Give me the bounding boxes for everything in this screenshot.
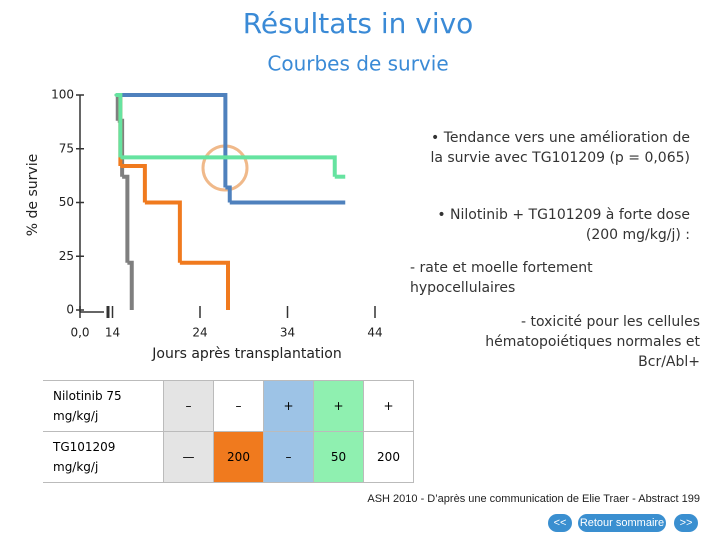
table-cell: + [313, 380, 364, 432]
x-tick-label: 0,0 [70, 326, 89, 340]
y-axis-label: % de survie [25, 154, 41, 236]
survival-step [122, 174, 130, 263]
source: ASH 2010 - D’après une communication de … [367, 493, 700, 505]
next-button[interactable]: >> [674, 514, 698, 532]
table-cell: – [263, 431, 314, 483]
table-cell: — [163, 431, 214, 483]
row-label: Nilotinib 75 mg/kg/j [43, 380, 164, 432]
table-cell: + [363, 380, 414, 432]
survival-step [144, 200, 182, 263]
home-button[interactable]: Retour sommaire [578, 514, 666, 532]
note: • Nilotinib + TG101209 à forte dose (200… [437, 207, 690, 243]
table-cell: 50 [313, 431, 364, 483]
subtitle: Courbes de survie [267, 52, 448, 76]
table-row: TG101209 mg/kg/j —200–50 200 [43, 431, 414, 483]
note: - rate et moelle fortement hypocellulair… [410, 260, 593, 296]
table-row: Nilotinib 75 mg/kg/j – – + + + [43, 380, 414, 432]
x-axis-label: Jours après transplantation [151, 346, 341, 362]
table-cell: – [213, 380, 264, 432]
row-label: TG101209 mg/kg/j [43, 431, 164, 483]
treatment-table: Nilotinib 75 mg/kg/j – – + + + TG101209 mg/kg/… [43, 380, 414, 483]
survival-step [120, 155, 337, 177]
y-tick-label: 50 [59, 195, 74, 209]
survival-step [120, 163, 147, 203]
table-cell: 200 [213, 431, 264, 483]
note: - toxicité pour les cellules hématopoiét… [485, 314, 700, 370]
y-tick-label: 25 [59, 249, 74, 263]
note: • Tendance vers une amélioration de la s… [430, 130, 690, 166]
y-tick-label: 75 [59, 141, 74, 155]
table-cell: 200 [363, 431, 414, 483]
table-cell: + [263, 380, 314, 432]
survival-step [116, 93, 123, 158]
x-tick-label: 34 [280, 326, 295, 340]
x-tick-label: 44 [367, 326, 382, 340]
survival-step [127, 260, 134, 310]
survival-step [115, 93, 120, 121]
title: Résultats in vivo [243, 7, 474, 40]
x-tick-label: 24 [192, 326, 207, 340]
y-tick-label: 100 [51, 88, 74, 102]
survival-step [225, 185, 232, 203]
survival-step [179, 260, 230, 310]
prev-button[interactable]: << [548, 514, 572, 532]
table-cell: – [163, 380, 214, 432]
y-tick-label: 0 [66, 303, 74, 317]
x-tick-label: 14 [105, 326, 120, 340]
survival-step [117, 93, 228, 188]
